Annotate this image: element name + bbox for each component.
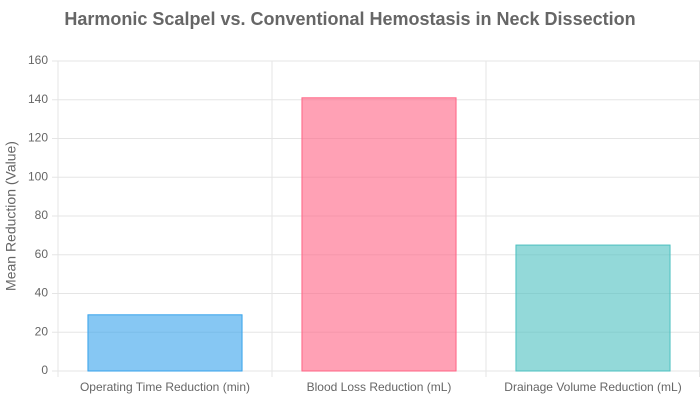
bar: [301, 97, 457, 372]
y-tick-label: 140: [28, 92, 48, 106]
y-tick-label: 0: [41, 363, 48, 377]
y-tick-label: 20: [35, 324, 49, 338]
x-tick-label: Drainage Volume Reduction (mL): [504, 380, 681, 394]
y-tick-label: 80: [35, 208, 49, 222]
y-tick-label: 40: [35, 286, 49, 300]
y-axis-title: Mean Reduction (Value): [3, 141, 19, 291]
y-tick-label: 60: [35, 247, 49, 261]
x-tick-label: Blood Loss Reduction (mL): [307, 380, 452, 394]
x-tick-label: Operating Time Reduction (min): [80, 380, 250, 394]
bar: [87, 314, 243, 372]
bar: [515, 244, 671, 372]
y-tick-label: 100: [28, 169, 48, 183]
y-tick-label: 160: [28, 53, 48, 67]
y-tick-label: 120: [28, 131, 48, 145]
chart-title: Harmonic Scalpel vs. Conventional Hemost…: [64, 9, 635, 29]
